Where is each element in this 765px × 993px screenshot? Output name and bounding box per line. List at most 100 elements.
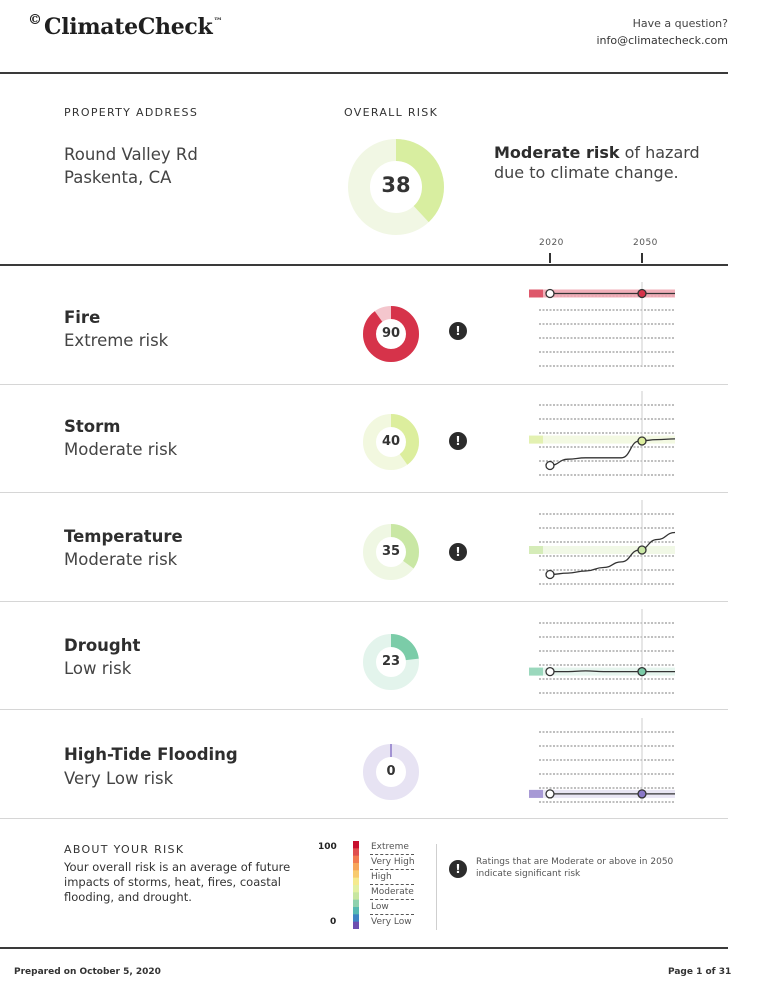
donut-arc (363, 634, 419, 690)
scale-segment (353, 921, 359, 929)
trend-band-start (529, 289, 543, 298)
about-risk-heading: ABOUT YOUR RISK (64, 843, 185, 856)
trend-point-2020 (545, 288, 555, 299)
header-divider (0, 72, 728, 74)
property-address-heading: PROPERTY ADDRESS (64, 106, 199, 119)
risk-color-scale (353, 841, 359, 929)
scale-segment (353, 855, 359, 864)
scale-segment (353, 892, 359, 901)
trend-point-2050 (637, 666, 647, 677)
year-end-tick (641, 253, 643, 263)
temperature-alert-icon: ! (449, 543, 467, 561)
hazard-level-storm: Moderate risk (64, 440, 178, 459)
hazard-level-temperature: Moderate risk (64, 550, 178, 569)
row-divider (0, 492, 728, 493)
trend-risk-band (529, 546, 675, 554)
fire-risk-value: 90 (381, 326, 401, 341)
trend-band-start (529, 435, 543, 444)
about-risk-text: Your overall risk is an average of futur… (64, 860, 291, 904)
row-divider (0, 601, 728, 602)
hazard-name-fire: Fire (64, 308, 101, 327)
trend-line (550, 670, 675, 673)
trend-point-2020 (545, 666, 555, 677)
legend-separator (370, 914, 414, 915)
donut-arc (363, 414, 419, 470)
scale-segment (353, 870, 359, 879)
legend-extreme: Extreme (371, 842, 409, 852)
overall-risk-donut (348, 139, 444, 235)
trend-band-start (529, 667, 543, 676)
scale-segment (353, 885, 359, 893)
donut-arc (348, 139, 444, 235)
legend-divider (436, 844, 437, 930)
storm-alert-icon: ! (449, 432, 467, 450)
trend-point-2050 (637, 436, 647, 446)
fire-alert-icon: ! (449, 322, 467, 340)
row-divider (0, 818, 728, 819)
legend-very-low: Very Low (371, 917, 412, 927)
scale-segment (353, 914, 359, 923)
storm-trend-chart (529, 391, 675, 476)
drought-risk-donut (363, 634, 419, 690)
trend-point-2050 (637, 288, 647, 299)
logo-trademark: ™ (213, 17, 223, 27)
temperature-trend-chart (529, 500, 675, 585)
year-start-tick (549, 253, 551, 263)
trend-point-2020 (545, 789, 555, 799)
overall-risk-value: 38 (381, 173, 411, 197)
logo[interactable]: ClimateCheck™ (44, 14, 222, 40)
trend-line (549, 531, 675, 576)
flooding-trend-chart (529, 718, 675, 803)
hazard-name-storm: Storm (64, 417, 121, 436)
year-start-label: 2020 (539, 238, 564, 248)
legend-separator (370, 869, 414, 870)
flooding-risk-value: 0 (386, 764, 396, 779)
legend-high: High (371, 872, 392, 882)
scale-segment (353, 848, 359, 857)
hazard-name-high-tide-flooding: High-Tide Flooding (64, 745, 238, 764)
year-end-label: 2050 (633, 238, 658, 248)
prepared-date: Prepared on October 5, 2020 (14, 967, 161, 977)
fire-trend-chart (529, 282, 675, 367)
significant-risk-note: Ratings that are Moderate or above in 20… (476, 857, 674, 879)
summary-bold: Moderate risk (494, 143, 620, 162)
storm-risk-donut (363, 414, 419, 470)
donut-arc (363, 524, 419, 580)
trend-point-2050 (637, 789, 647, 799)
contact-email-link[interactable]: info@climatecheck.com (596, 34, 728, 47)
logo-mark-icon: © (28, 12, 42, 28)
scale-segment (353, 863, 359, 871)
legend-low: Low (371, 902, 389, 912)
flooding-risk-donut (363, 744, 419, 800)
temperature-risk-value: 35 (381, 544, 401, 559)
row-divider (0, 709, 728, 710)
legend-separator (370, 854, 414, 855)
page-number: Page 1 of 31 (668, 967, 732, 977)
scale-segment (353, 907, 359, 915)
scale-min-label: 0 (330, 917, 337, 927)
legend-moderate: Moderate (371, 887, 414, 897)
trend-point-2020 (545, 569, 555, 580)
trend-point-2020 (545, 460, 555, 471)
legend-separator (370, 884, 414, 885)
storm-risk-value: 40 (381, 434, 401, 449)
trend-band-start (529, 789, 543, 798)
hazard-level-high-tide-flooding: Very Low risk (64, 769, 174, 788)
hazard-level-drought: Low risk (64, 659, 132, 678)
trend-band-start (529, 546, 543, 554)
fire-risk-donut (363, 306, 419, 362)
overall-risk-summary: Moderate risk of hazard due to climate c… (494, 143, 724, 183)
legend-very-high: Very High (371, 857, 415, 867)
contact-question: Have a question? (632, 17, 728, 30)
scale-segment (353, 899, 359, 908)
footer-divider (0, 947, 728, 949)
row-divider (0, 384, 728, 385)
scale-segment (353, 877, 359, 886)
legend-separator (370, 899, 414, 900)
overall-risk-heading: OVERALL RISK (344, 106, 439, 119)
trend-point-2050 (637, 545, 647, 555)
donut-arc (363, 306, 419, 362)
summary-rest: of hazard due to climate change. (494, 143, 700, 182)
trend-risk-band (529, 435, 675, 444)
scale-max-label: 100 (318, 842, 337, 852)
